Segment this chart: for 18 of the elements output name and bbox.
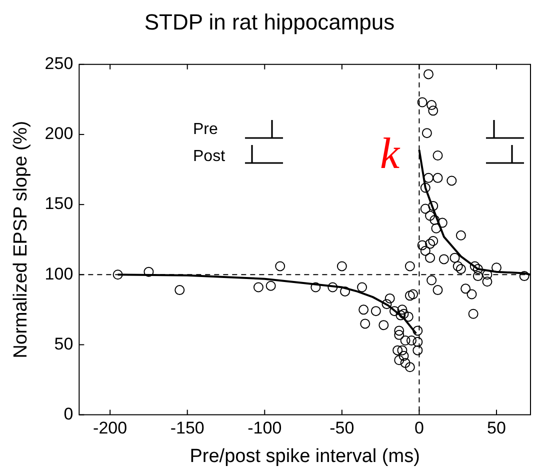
x-axis-title: Pre/post spike interval (ms) (190, 446, 420, 467)
x-tick-label: -100 (248, 418, 282, 438)
x-tick-label: -150 (170, 418, 204, 438)
annotation: k (380, 128, 400, 179)
annotation: Post (193, 148, 226, 166)
y-axis-title: Normalized EPSP slope (%) (10, 120, 32, 358)
y-tick-label: 250 (44, 54, 74, 74)
y-tick-label: 150 (44, 194, 74, 214)
y-tick-label: 0 (64, 404, 74, 424)
chart-title: STDP in rat hippocampus (144, 9, 395, 34)
x-tick-label: 50 (487, 418, 506, 438)
y-tick-label: 200 (44, 124, 74, 144)
y-tick-label: 50 (54, 334, 74, 354)
annotation: Pre (193, 121, 218, 139)
x-tick-label: 0 (414, 418, 424, 438)
y-tick-label: 100 (44, 264, 74, 284)
x-tick-label: -200 (93, 418, 128, 438)
x-tick-label: -50 (330, 418, 354, 438)
